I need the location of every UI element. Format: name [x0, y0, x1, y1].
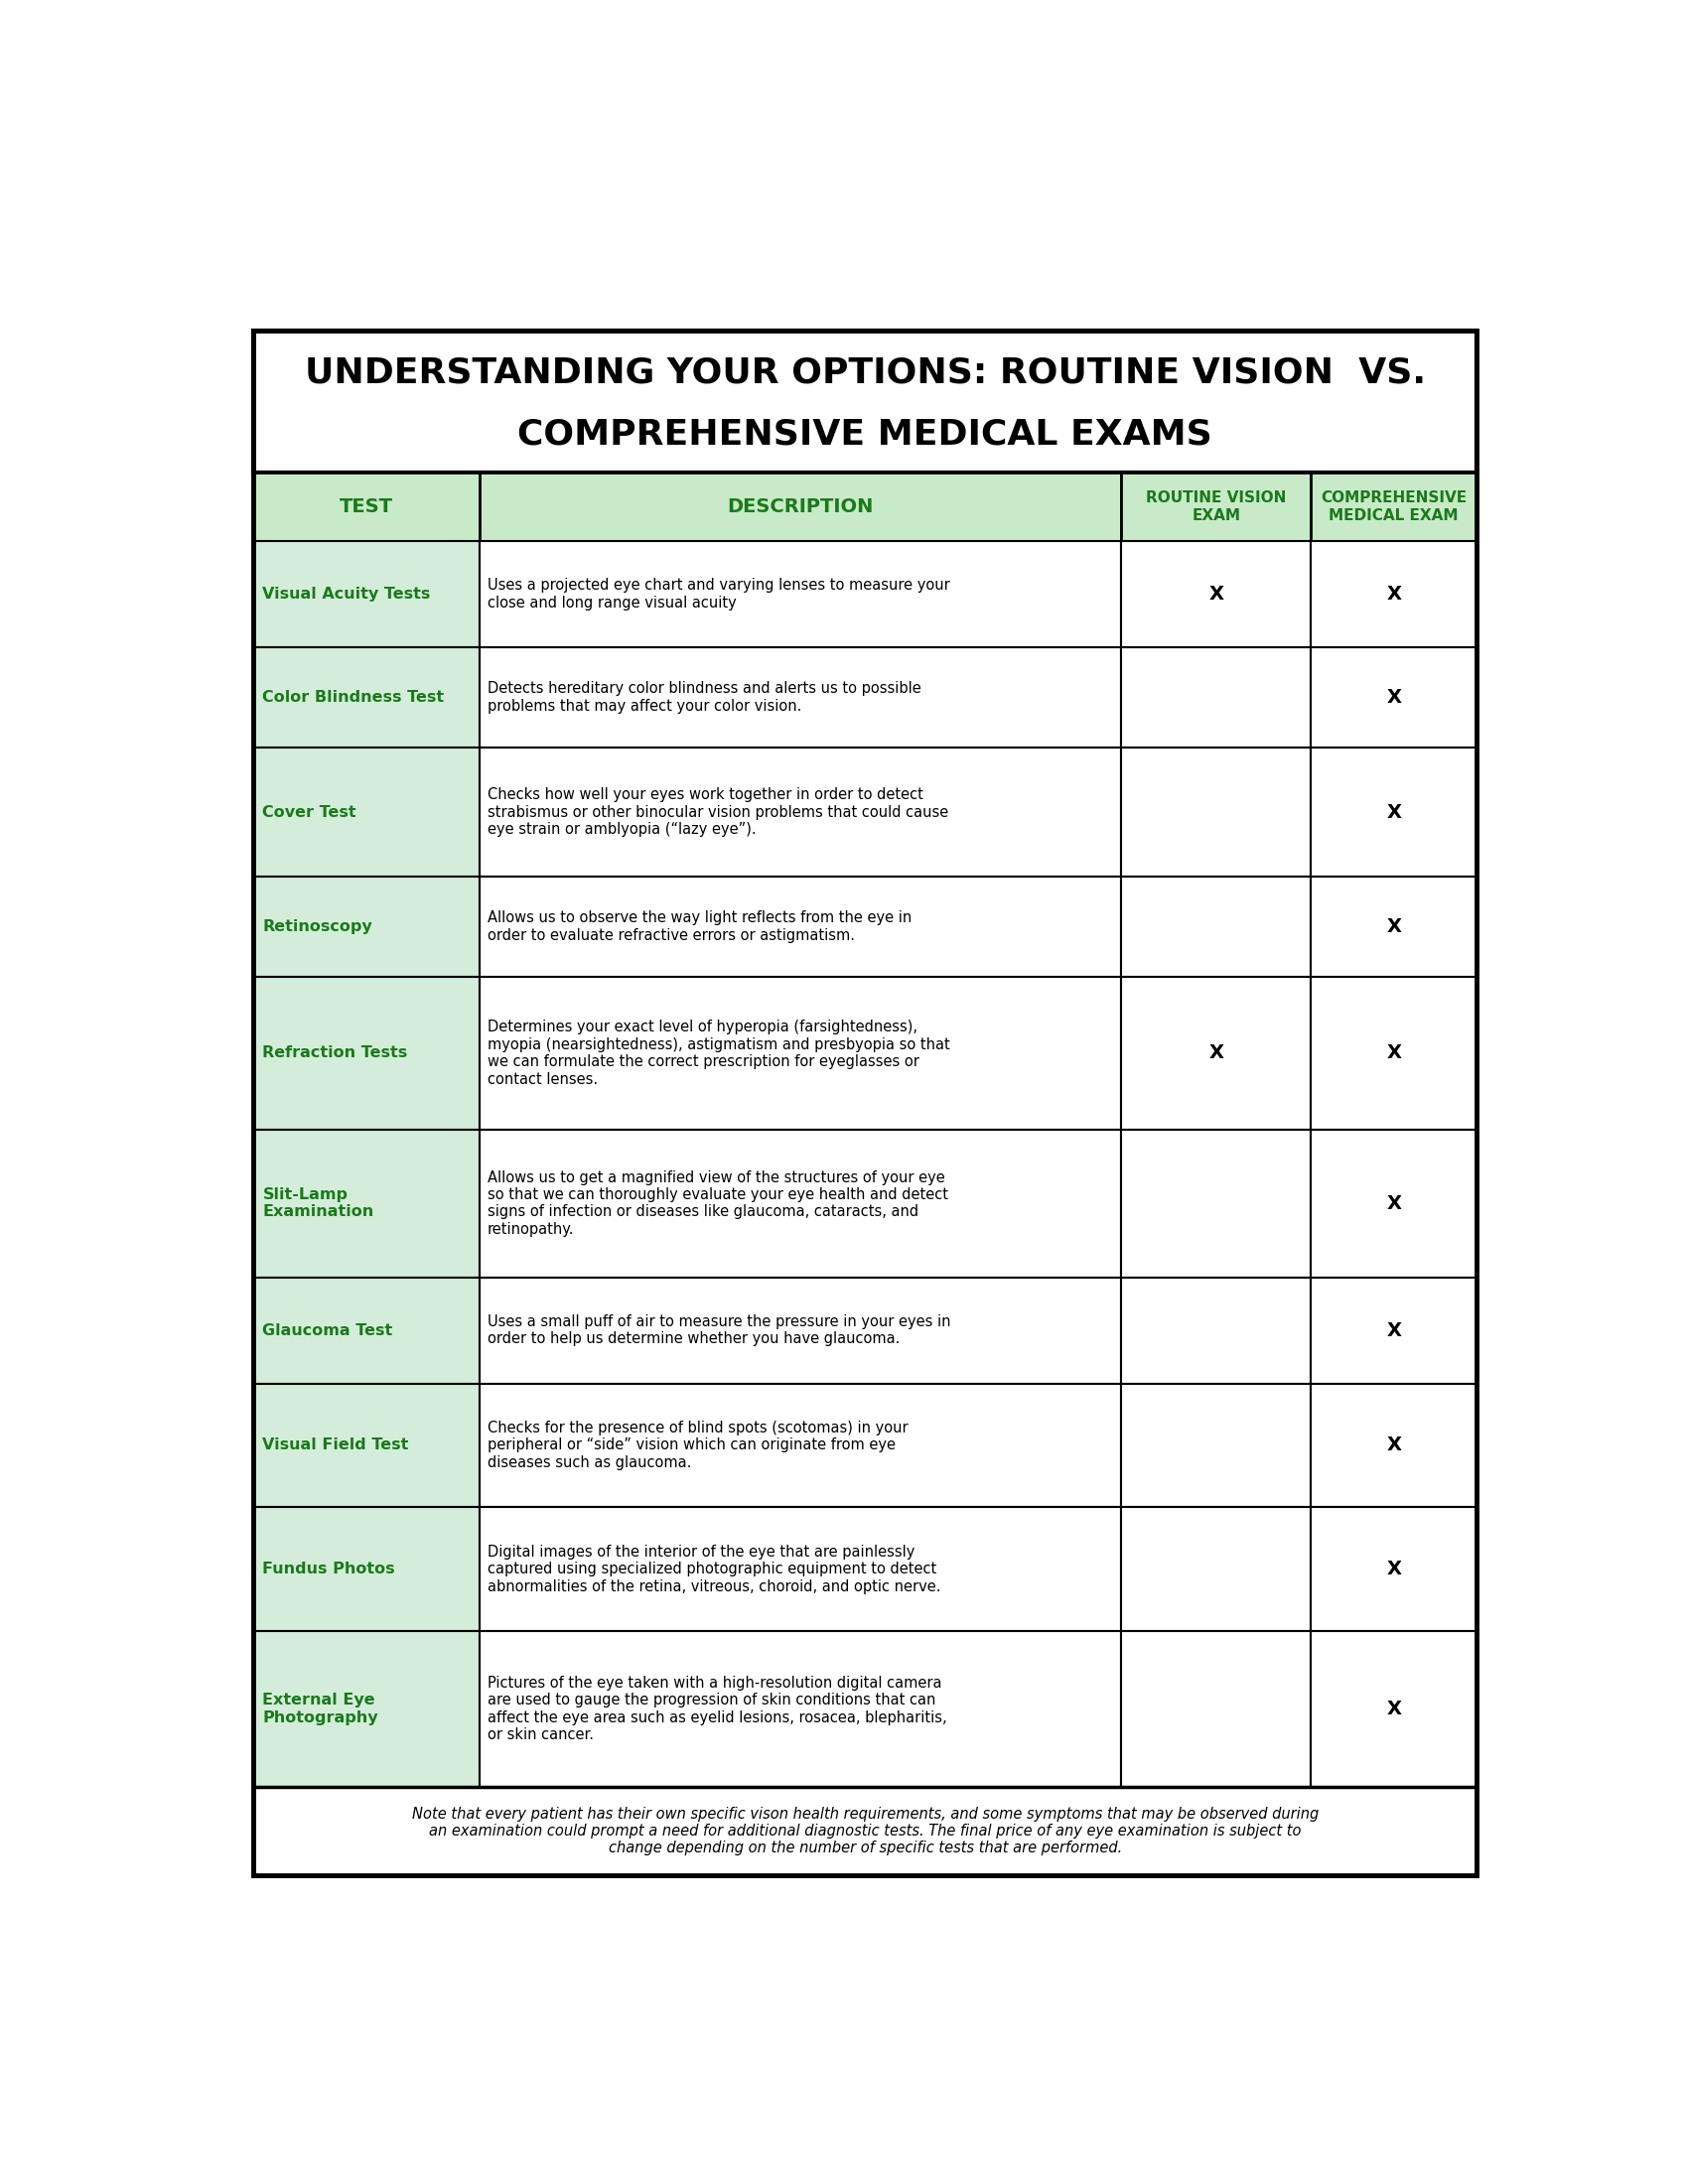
Text: X: X: [1386, 1699, 1401, 1719]
Text: Refraction Tests: Refraction Tests: [263, 1046, 408, 1061]
Text: Note that every patient has their own specific vison health requirements, and so: Note that every patient has their own sp…: [412, 1806, 1318, 1856]
Bar: [479, 1129, 1121, 1278]
Bar: [1121, 1631, 1310, 1787]
Bar: [479, 646, 1121, 747]
Text: Checks for the presence of blind spots (scotomas) in your
peripheral or “side” v: Checks for the presence of blind spots (…: [488, 1420, 908, 1470]
Bar: [253, 1278, 479, 1382]
Bar: [479, 1382, 1121, 1507]
Bar: [1121, 1382, 1310, 1507]
Text: Detects hereditary color blindness and alerts us to possible
problems that may a: Detects hereditary color blindness and a…: [488, 681, 922, 714]
Text: External Eye
Photography: External Eye Photography: [263, 1693, 378, 1725]
Bar: [1310, 646, 1477, 747]
Bar: [479, 976, 1121, 1129]
Text: X: X: [1386, 585, 1401, 603]
Bar: [1121, 646, 1310, 747]
Bar: [1310, 1278, 1477, 1382]
Text: Visual Acuity Tests: Visual Acuity Tests: [263, 587, 430, 601]
Bar: [1121, 976, 1310, 1129]
Text: Cover Test: Cover Test: [263, 804, 356, 819]
Bar: [253, 472, 479, 542]
Text: X: X: [1386, 688, 1401, 708]
Bar: [1121, 1129, 1310, 1278]
Bar: [1121, 747, 1310, 876]
Text: Retinoscopy: Retinoscopy: [263, 919, 373, 935]
Text: Uses a projected eye chart and varying lenses to measure your
close and long ran: Uses a projected eye chart and varying l…: [488, 579, 950, 609]
Bar: [479, 1278, 1121, 1382]
Bar: [1121, 1278, 1310, 1382]
Text: Slit-Lamp
Examination: Slit-Lamp Examination: [263, 1188, 375, 1219]
Bar: [479, 1631, 1121, 1787]
Text: Allows us to observe the way light reflects from the eye in
order to evaluate re: Allows us to observe the way light refle…: [488, 911, 912, 943]
Bar: [1310, 542, 1477, 646]
Text: Uses a small puff of air to measure the pressure in your eyes in
order to help u: Uses a small puff of air to measure the …: [488, 1315, 950, 1345]
Bar: [253, 1382, 479, 1507]
Bar: [1310, 472, 1477, 542]
Bar: [479, 1507, 1121, 1631]
Bar: [253, 646, 479, 747]
Bar: [1121, 542, 1310, 646]
Bar: [1310, 1382, 1477, 1507]
Bar: [1310, 976, 1477, 1129]
Text: ROUTINE VISION
EXAM: ROUTINE VISION EXAM: [1146, 491, 1286, 522]
Text: Fundus Photos: Fundus Photos: [263, 1562, 395, 1577]
Text: Color Blindness Test: Color Blindness Test: [263, 690, 444, 705]
Bar: [479, 472, 1121, 542]
Bar: [1310, 1507, 1477, 1631]
Text: X: X: [1386, 1559, 1401, 1579]
Bar: [253, 330, 1477, 472]
Bar: [253, 876, 479, 976]
Text: X: X: [1209, 585, 1224, 603]
Text: X: X: [1386, 1044, 1401, 1064]
Bar: [1310, 747, 1477, 876]
Text: X: X: [1386, 917, 1401, 937]
Bar: [253, 1631, 479, 1787]
Bar: [1121, 472, 1310, 542]
Text: UNDERSTANDING YOUR OPTIONS: ROUTINE VISION  VS.: UNDERSTANDING YOUR OPTIONS: ROUTINE VISI…: [304, 356, 1426, 389]
Text: Allows us to get a magnified view of the structures of your eye
so that we can t: Allows us to get a magnified view of the…: [488, 1171, 949, 1236]
Bar: [1121, 1507, 1310, 1631]
Text: Digital images of the interior of the eye that are painlessly
captured using spe: Digital images of the interior of the ey…: [488, 1544, 940, 1594]
Text: COMPREHENSIVE
MEDICAL EXAM: COMPREHENSIVE MEDICAL EXAM: [1320, 491, 1467, 522]
Text: X: X: [1386, 1435, 1401, 1455]
Bar: [253, 542, 479, 646]
Text: Determines your exact level of hyperopia (farsightedness),
myopia (nearsightedne: Determines your exact level of hyperopia…: [488, 1020, 950, 1088]
Text: DESCRIPTION: DESCRIPTION: [728, 498, 874, 515]
Bar: [253, 1129, 479, 1278]
Bar: [1310, 876, 1477, 976]
Bar: [479, 876, 1121, 976]
Bar: [253, 1507, 479, 1631]
Bar: [253, 747, 479, 876]
Text: Glaucoma Test: Glaucoma Test: [263, 1324, 393, 1339]
Text: Pictures of the eye taken with a high-resolution digital camera
are used to gaug: Pictures of the eye taken with a high-re…: [488, 1675, 947, 1743]
Text: X: X: [1209, 1044, 1224, 1064]
Bar: [253, 976, 479, 1129]
Bar: [479, 747, 1121, 876]
Bar: [1310, 1129, 1477, 1278]
Text: X: X: [1386, 1321, 1401, 1339]
Text: Visual Field Test: Visual Field Test: [263, 1437, 408, 1452]
Text: TEST: TEST: [339, 498, 393, 515]
Bar: [1121, 876, 1310, 976]
Text: Checks how well your eyes work together in order to detect
strabismus or other b: Checks how well your eyes work together …: [488, 788, 949, 836]
Bar: [1310, 1631, 1477, 1787]
Bar: [253, 1787, 1477, 1874]
Text: X: X: [1386, 1195, 1401, 1212]
Bar: [479, 542, 1121, 646]
Text: X: X: [1386, 804, 1401, 821]
Text: COMPREHENSIVE MEDICAL EXAMS: COMPREHENSIVE MEDICAL EXAMS: [518, 417, 1212, 450]
